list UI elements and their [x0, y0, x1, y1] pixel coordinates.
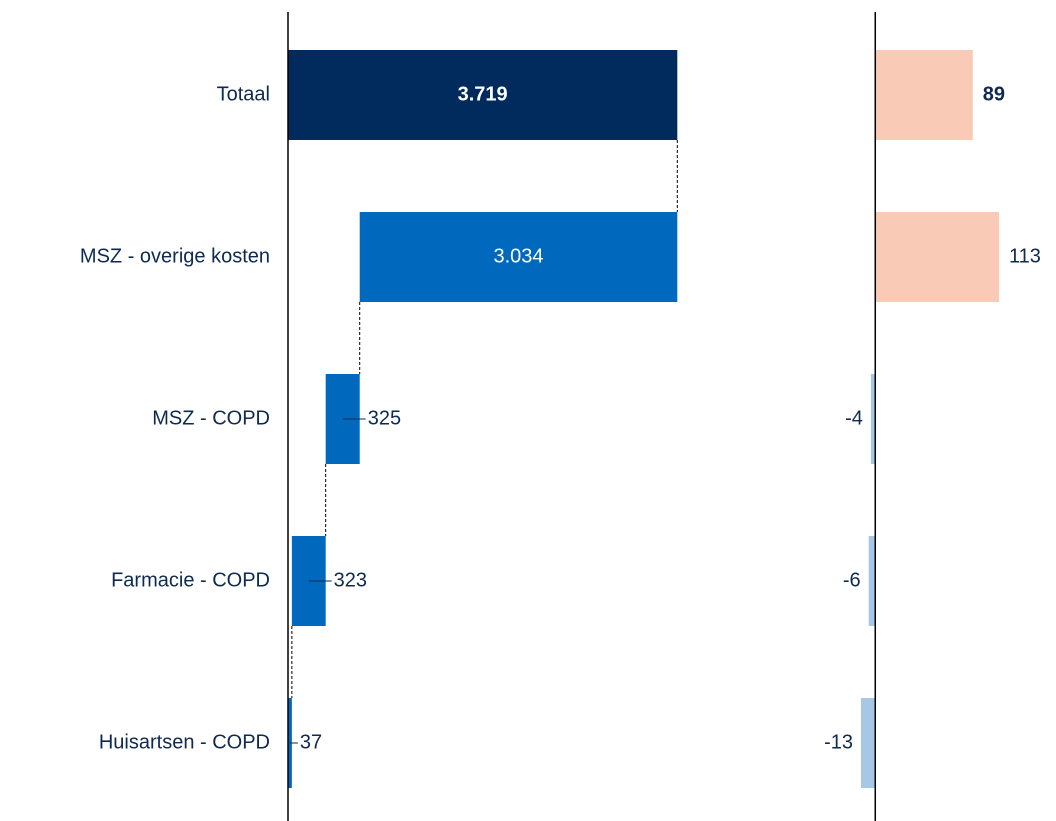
value-label: -4: [845, 407, 863, 429]
category-label: Farmacie - COPD: [111, 569, 270, 591]
value-label: 113: [1009, 245, 1041, 267]
value-label: 325: [368, 407, 401, 429]
value-label: 3.034: [493, 245, 543, 267]
category-label: MSZ - overige kosten: [80, 245, 270, 267]
bar: [861, 698, 876, 788]
value-label: -13: [824, 731, 853, 753]
value-label: 37: [300, 731, 322, 753]
value-label: 89: [983, 83, 1005, 105]
category-label: Totaal: [217, 83, 270, 105]
value-label: 3.719: [458, 83, 508, 105]
category-label: Huisartsen - COPD: [99, 731, 270, 753]
bar: [868, 536, 876, 626]
bar: [359, 212, 678, 302]
value-label: -6: [843, 569, 861, 591]
value-label: 323: [334, 569, 367, 591]
bar: [870, 374, 876, 464]
bar: [875, 50, 973, 140]
category-label: MSZ - COPD: [152, 407, 270, 429]
bar: [875, 212, 1000, 302]
bar: [288, 50, 678, 140]
